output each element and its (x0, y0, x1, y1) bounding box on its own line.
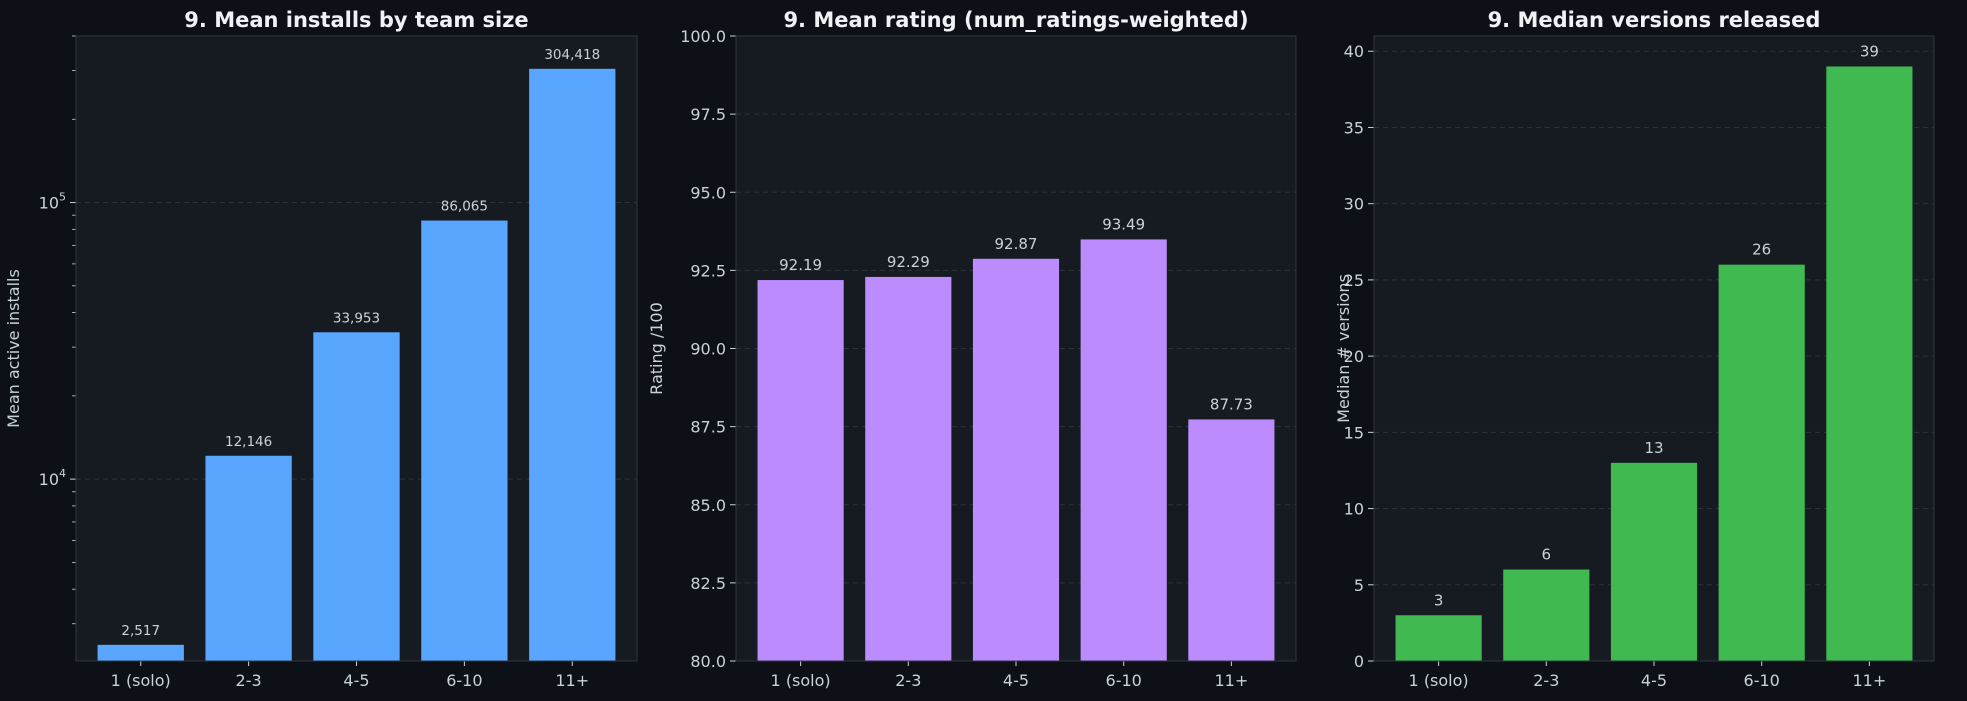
y-tick-label: 82.5 (690, 574, 726, 593)
bar (529, 68, 616, 661)
y-tick-label: 92.5 (690, 261, 726, 280)
bar-value-label: 12,146 (225, 434, 272, 450)
y-axis-label: Median # versions (1334, 274, 1353, 423)
bar-value-label: 3 (1434, 591, 1444, 609)
y-tick-label: 5 (1354, 576, 1364, 595)
bar (97, 644, 184, 661)
y-tick-label: 15 (1344, 423, 1364, 442)
bar (1395, 615, 1482, 661)
bar-value-label: 26 (1752, 241, 1771, 259)
bar (1503, 569, 1590, 661)
y-tick-label: 20 (1344, 347, 1364, 366)
x-tick-label: 1 (solo) (1409, 671, 1469, 690)
bar (972, 258, 1060, 661)
y-tick-label: 90.0 (690, 340, 726, 359)
axes-frame (75, 35, 638, 662)
bar-value-label: 2,517 (121, 623, 160, 639)
y-tick-label: 25 (1344, 271, 1364, 290)
y-tick-label: 10 (1344, 500, 1364, 519)
chart-title: 9. Mean rating (num_ratings-weighted) (783, 8, 1248, 32)
bar (1718, 264, 1805, 661)
bar (1188, 419, 1275, 661)
bar-value-label: 87.73 (1210, 395, 1253, 413)
chart-title: 9. Median versions released (1488, 8, 1821, 32)
y-axis-label: Rating /100 (647, 302, 666, 395)
axes-frame (735, 35, 1297, 662)
y-tick-label: 0 (1354, 652, 1364, 671)
y-tick-label: 85.0 (690, 496, 726, 515)
chart-panel-3: 3 1 (solo) 6 2-3 13 4-5 26 6-10 39 11+ 0 5 10 15 20 25 3… (1334, 8, 1935, 690)
x-tick-label: 4-5 (1003, 671, 1029, 690)
bar-value-label: 304,418 (544, 47, 600, 63)
x-tick-label: 4-5 (1641, 671, 1667, 690)
bar-value-label: 92.87 (995, 235, 1038, 253)
y-tick-label: 97.5 (690, 105, 726, 124)
chart-title: 9. Mean installs by team size (184, 8, 528, 32)
bar (757, 280, 844, 661)
chart-panel-2: 92.19 1 (solo) 92.29 2-3 92.87 4-5 93.49 6-10 87… (647, 8, 1297, 690)
bar-value-label: 92.29 (887, 253, 930, 271)
bar (1826, 66, 1913, 662)
y-tick-label: 35 (1344, 118, 1364, 137)
bar-value-label: 33,953 (333, 310, 380, 326)
y-tick-label: 87.5 (690, 418, 726, 437)
bar-value-label: 39 (1860, 42, 1879, 60)
bar (1610, 462, 1698, 661)
bar-value-label: 92.19 (779, 256, 822, 274)
y-tick-label: 40 (1344, 42, 1364, 61)
chart-panel-1: 2,517 1 (solo) 12,146 2-3 33,953 4-5 86,065 6-1… (4, 8, 638, 690)
x-tick-label: 1 (solo) (771, 671, 831, 690)
x-tick-label: 6-10 (1744, 671, 1780, 690)
bar-value-label: 93.49 (1102, 215, 1145, 233)
x-tick-label: 2-3 (895, 671, 921, 690)
bar-value-label: 86,065 (441, 199, 488, 215)
y-tick-label: 80.0 (690, 652, 726, 671)
y-tick-label: 100.0 (680, 27, 726, 46)
x-tick-label: 6-10 (1106, 671, 1142, 690)
x-tick-label: 2-3 (236, 671, 262, 690)
y-tick-label: 105 (39, 191, 66, 213)
x-tick-label: 11+ (1853, 671, 1887, 690)
bar (313, 332, 400, 661)
x-tick-label: 11+ (1215, 671, 1249, 690)
y-tick-label: 30 (1344, 195, 1364, 214)
bar (1080, 239, 1167, 661)
bar (421, 220, 508, 662)
y-tick-label: 95.0 (690, 183, 726, 202)
x-tick-label: 1 (solo) (111, 671, 171, 690)
bar-value-label: 6 (1542, 546, 1552, 564)
x-tick-label: 2-3 (1533, 671, 1559, 690)
x-tick-label: 4-5 (343, 671, 369, 690)
y-tick-label: 104 (39, 467, 66, 489)
bar-value-label: 13 (1644, 439, 1663, 457)
axes-frame (1373, 35, 1935, 662)
y-axis-label: Mean active installs (4, 269, 23, 428)
x-tick-label: 6-10 (446, 671, 482, 690)
x-tick-label: 11+ (555, 671, 589, 690)
bar (205, 455, 292, 661)
bar (865, 276, 952, 661)
